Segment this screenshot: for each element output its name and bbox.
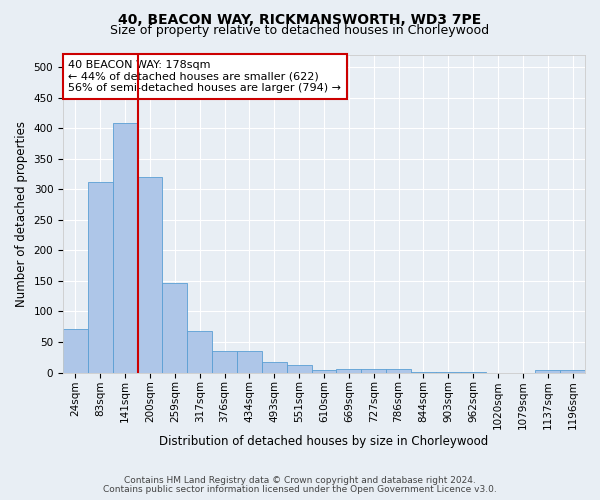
Bar: [212, 350, 237, 372]
Bar: [361, 369, 386, 372]
X-axis label: Distribution of detached houses by size in Chorleywood: Distribution of detached houses by size …: [160, 434, 488, 448]
Bar: [113, 124, 137, 372]
Bar: [386, 369, 411, 372]
Bar: [88, 182, 113, 372]
Text: Size of property relative to detached houses in Chorleywood: Size of property relative to detached ho…: [110, 24, 490, 37]
Bar: [287, 365, 311, 372]
Bar: [237, 350, 262, 372]
Bar: [137, 177, 163, 372]
Bar: [262, 362, 287, 372]
Text: 40 BEACON WAY: 178sqm
← 44% of detached houses are smaller (622)
56% of semi-det: 40 BEACON WAY: 178sqm ← 44% of detached …: [68, 60, 341, 93]
Y-axis label: Number of detached properties: Number of detached properties: [15, 121, 28, 307]
Bar: [535, 370, 560, 372]
Text: Contains HM Land Registry data © Crown copyright and database right 2024.: Contains HM Land Registry data © Crown c…: [124, 476, 476, 485]
Bar: [163, 283, 187, 372]
Text: Contains public sector information licensed under the Open Government Licence v3: Contains public sector information licen…: [103, 485, 497, 494]
Bar: [337, 369, 361, 372]
Bar: [63, 328, 88, 372]
Bar: [187, 331, 212, 372]
Bar: [560, 370, 585, 372]
Text: 40, BEACON WAY, RICKMANSWORTH, WD3 7PE: 40, BEACON WAY, RICKMANSWORTH, WD3 7PE: [118, 12, 482, 26]
Bar: [311, 370, 337, 372]
